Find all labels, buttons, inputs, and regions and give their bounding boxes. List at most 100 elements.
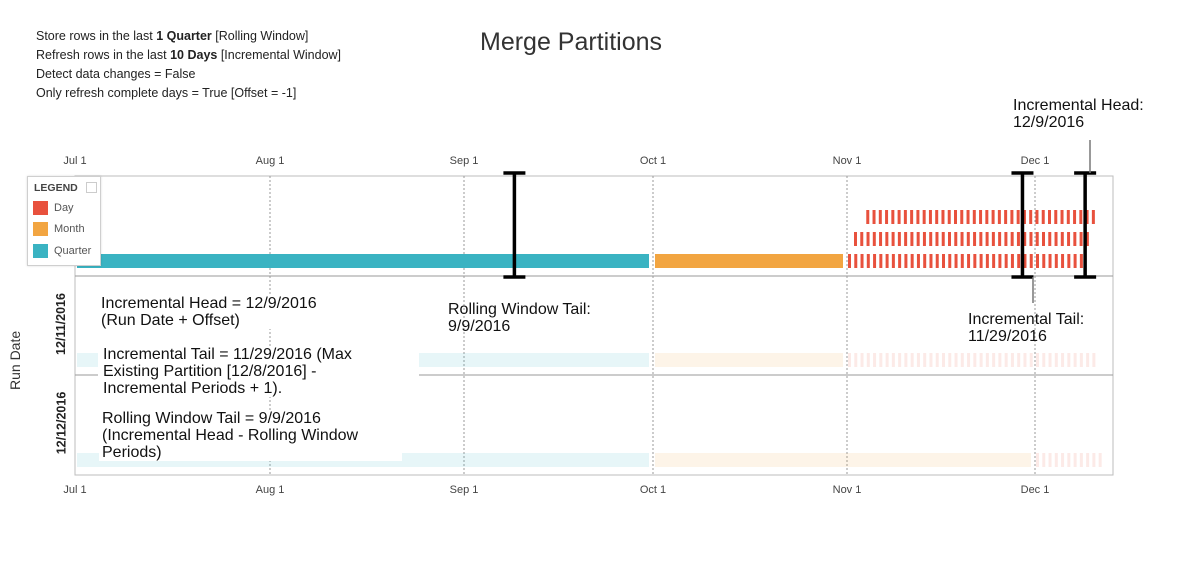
legend: LEGEND Day Month Quarter [27, 176, 101, 266]
day-partition [1079, 353, 1083, 367]
day-partition [922, 210, 926, 224]
day-partition [923, 353, 927, 367]
day-partition [960, 254, 964, 268]
day-partition [929, 353, 933, 367]
x-tick-label-top: Sep 1 [450, 155, 479, 167]
plot-frame [74, 175, 1114, 476]
day-partition [1036, 254, 1039, 268]
day-partition [910, 210, 914, 224]
day-partition [922, 232, 926, 246]
day-partition [1092, 453, 1096, 467]
legend-swatch-month [33, 222, 48, 236]
day-partition [848, 254, 851, 268]
day-partition [942, 353, 945, 367]
legend-toggle[interactable] [86, 182, 97, 193]
day-partition [1035, 210, 1039, 224]
legend-item-quarter[interactable]: Quarter [33, 243, 91, 259]
day-partition [1036, 353, 1039, 367]
day-partition [854, 232, 857, 246]
day-partition [916, 254, 920, 268]
day-partition [878, 210, 882, 224]
day-partition [935, 254, 939, 268]
day-partition [1029, 254, 1033, 268]
day-partition [1067, 353, 1071, 367]
setting-rolling-window: Store rows in the last 1 Quarter [Rollin… [36, 29, 309, 43]
day-partition [891, 353, 895, 367]
day-partition [1054, 210, 1058, 224]
day-partition [1041, 210, 1045, 224]
day-partition [929, 232, 933, 246]
day-partition [960, 353, 964, 367]
day-partition [1048, 353, 1052, 367]
day-partition [1023, 353, 1027, 367]
day-partition [1023, 232, 1027, 246]
day-partition [1067, 453, 1071, 467]
settings-summary: Store rows in the last 1 Quarter [Rollin… [36, 27, 341, 103]
x-tick-label-top: Dec 1 [1021, 155, 1050, 167]
day-partition [1061, 453, 1065, 467]
day-partition [1017, 254, 1021, 268]
day-partition [966, 232, 970, 246]
day-partition [967, 353, 971, 367]
day-partition [985, 353, 989, 367]
day-partition [897, 232, 901, 246]
day-partition [1042, 254, 1046, 268]
day-partition [935, 353, 939, 367]
day-partition [992, 353, 996, 367]
day-partition [991, 210, 995, 224]
day-partition [948, 232, 951, 246]
day-partition [954, 232, 958, 246]
rolling-tail-callout: Rolling Window Tail: 9/9/2016 [448, 301, 591, 335]
day-partition [1060, 210, 1064, 224]
day-partition [960, 210, 964, 224]
day-partition [1061, 254, 1065, 268]
row-label-12-12-2016: 12/12/2016 [54, 391, 69, 455]
day-partition [979, 210, 983, 224]
day-partition [1073, 453, 1077, 467]
day-partition [1091, 210, 1095, 224]
day-partition [916, 210, 920, 224]
day-partition [860, 232, 864, 246]
day-partition [985, 210, 989, 224]
day-partition [967, 254, 971, 268]
month-partition [655, 353, 843, 367]
day-partition [947, 210, 951, 224]
day-partition [941, 210, 945, 224]
day-partition [973, 353, 977, 367]
day-partition [873, 254, 877, 268]
day-partition [872, 232, 876, 246]
day-partition [954, 210, 957, 224]
day-partition [1092, 353, 1096, 367]
day-partition [923, 254, 927, 268]
day-partition [873, 353, 877, 367]
day-partition [954, 254, 958, 268]
day-partition [1042, 353, 1046, 367]
chart-title: Merge Partitions [480, 28, 663, 56]
day-partition [935, 210, 939, 224]
day-partition [897, 210, 901, 224]
legend-item-day[interactable]: Day [33, 200, 74, 216]
day-partition [903, 210, 907, 224]
day-partition [1054, 353, 1058, 367]
day-partition [948, 254, 952, 268]
day-partition [1016, 210, 1020, 224]
setting-complete-days: Only refresh complete days = True [Offse… [36, 86, 297, 100]
day-partition [848, 353, 851, 367]
day-partition [942, 254, 945, 268]
day-partition [1073, 254, 1077, 268]
day-partition [1004, 210, 1008, 224]
day-partition [991, 232, 995, 246]
day-partition [960, 232, 964, 246]
day-partition [1073, 353, 1077, 367]
day-partition [1016, 232, 1020, 246]
day-partition [1010, 254, 1014, 268]
day-partition [1079, 254, 1083, 268]
day-partition [1010, 232, 1014, 246]
day-partition [1060, 232, 1064, 246]
legend-swatch-quarter [33, 244, 48, 258]
day-partition [891, 210, 895, 224]
legend-item-month[interactable]: Month [33, 221, 85, 237]
day-partition [1079, 210, 1083, 224]
day-partition [1004, 254, 1008, 268]
day-partition [854, 254, 858, 268]
